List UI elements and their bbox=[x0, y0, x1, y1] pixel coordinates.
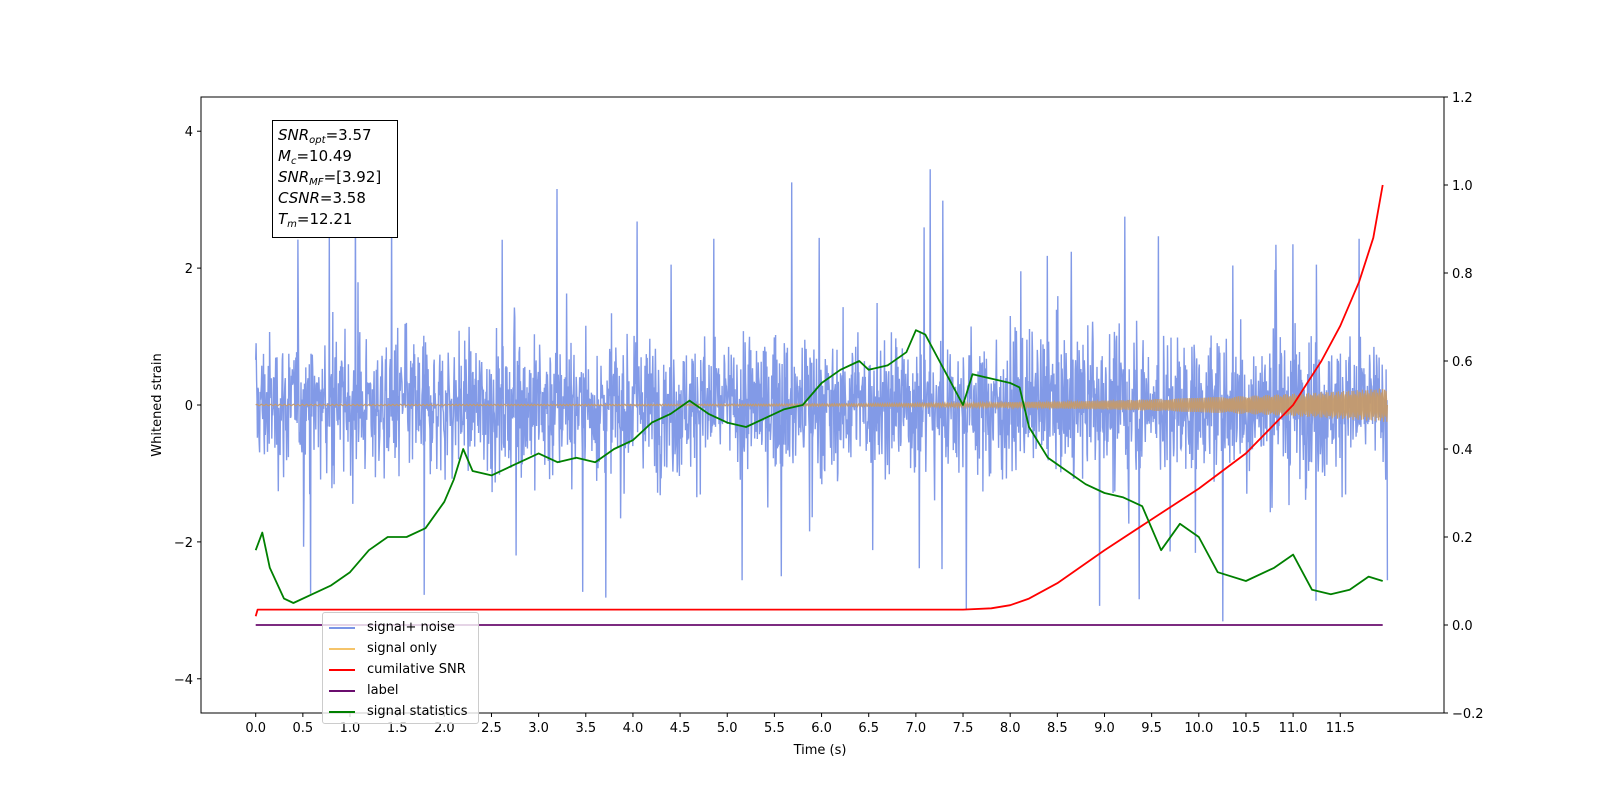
series-line-signal-only bbox=[255, 388, 1388, 422]
x-axis-ticks: 0.0 0.5 1.0 1.5 2.0 2.5 3.0 3.5 4.0 4.5 5.0 5.5 6.0 6… bbox=[245, 713, 1355, 736]
x-tick-label: 8.0 bbox=[1000, 721, 1021, 736]
x-tick-label: 1.0 bbox=[340, 721, 361, 736]
legend-swatch bbox=[329, 689, 355, 692]
x-tick-label: 9.5 bbox=[1141, 721, 1162, 736]
y2-tick-label: 0.0 bbox=[1452, 619, 1473, 634]
x-tick-label: 7.0 bbox=[906, 721, 927, 736]
y-tick-label: 4 bbox=[185, 125, 193, 140]
legend-swatch bbox=[329, 710, 355, 713]
legend-entry-signal-statistics: signal statistics bbox=[329, 701, 472, 722]
x-tick-label: 11.0 bbox=[1279, 721, 1308, 736]
y-axis-label: Whitened strain bbox=[150, 353, 165, 456]
y2-tick-label: 1.0 bbox=[1452, 179, 1473, 194]
x-tick-label: 8.5 bbox=[1047, 721, 1068, 736]
annotation-snr-opt: SNRopt=3.57 bbox=[278, 126, 372, 146]
annotation-chirp-mass: Mc=10.49 bbox=[278, 147, 352, 167]
series-signal-only bbox=[255, 388, 1388, 422]
x-tick-label: 5.0 bbox=[717, 721, 738, 736]
legend-label: signal only bbox=[367, 641, 438, 656]
y2-tick-label: 0.2 bbox=[1452, 531, 1473, 546]
x-tick-label: 10.5 bbox=[1231, 721, 1260, 736]
legend-label: cumilative SNR bbox=[367, 662, 466, 677]
x-tick-label: 0.5 bbox=[293, 721, 314, 736]
y-tick-label: −4 bbox=[174, 673, 193, 688]
x-tick-label: 3.5 bbox=[575, 721, 596, 736]
y2-tick-label: 1.2 bbox=[1452, 91, 1473, 106]
x-tick-label: 6.0 bbox=[811, 721, 832, 736]
series-line-cumulative-snr bbox=[254, 184, 1384, 617]
x-tick-label: 2.5 bbox=[481, 721, 502, 736]
legend-label: signal+ noise bbox=[367, 620, 456, 635]
y-tick-label: 2 bbox=[185, 262, 193, 277]
x-tick-label: 5.5 bbox=[764, 721, 785, 736]
y-axis-ticks: 4 2 0 −2 −4 bbox=[174, 125, 201, 688]
legend-swatch bbox=[329, 626, 355, 629]
annotation-csnr: CSNR=3.58 bbox=[278, 189, 366, 207]
legend-entry-signal-plus-noise: signal+ noise bbox=[329, 617, 472, 638]
y2-tick-label: 0.8 bbox=[1452, 267, 1473, 282]
legend-swatch bbox=[329, 647, 355, 650]
legend-swatch bbox=[329, 668, 355, 671]
y-tick-label: 0 bbox=[185, 399, 193, 414]
x-tick-label: 11.5 bbox=[1326, 721, 1355, 736]
legend-label: signal statistics bbox=[367, 704, 468, 719]
y-tick-label: −2 bbox=[174, 536, 193, 551]
x-tick-label: 9.0 bbox=[1094, 721, 1115, 736]
x-tick-label: 6.5 bbox=[858, 721, 879, 736]
legend-entry-signal-only: signal only bbox=[329, 638, 472, 659]
x-tick-label: 7.5 bbox=[953, 721, 974, 736]
x-tick-label: 3.0 bbox=[528, 721, 549, 736]
series-line-signal-statistics bbox=[254, 329, 1383, 604]
y2-tick-label: 0.4 bbox=[1452, 443, 1473, 458]
x-axis-label: Time (s) bbox=[793, 743, 847, 758]
legend-label: label bbox=[367, 683, 399, 698]
y2-tick-label: 0.6 bbox=[1452, 355, 1473, 370]
legend-entry-cumulative-snr: cumilative SNR bbox=[329, 659, 472, 680]
x-tick-label: 0.0 bbox=[245, 721, 266, 736]
x-tick-label: 4.0 bbox=[623, 721, 644, 736]
x-tick-label: 10.0 bbox=[1184, 721, 1213, 736]
x-tick-label: 4.5 bbox=[670, 721, 691, 736]
x-tick-label: 2.0 bbox=[434, 721, 455, 736]
annotation-box: SNRopt=3.57 Mc=10.49 SNRMF=[3.92] CSNR=3… bbox=[272, 120, 398, 238]
annotation-snr-mf: SNRMF=[3.92] bbox=[278, 168, 382, 188]
series-signal-plus-noise bbox=[255, 169, 1389, 622]
y2-axis-ticks: 1.2 1.0 0.8 0.6 0.4 0.2 0.0 −0.2 bbox=[1444, 91, 1484, 722]
y2-tick-label: −0.2 bbox=[1452, 707, 1484, 722]
series-line-signal-plus-noise bbox=[255, 169, 1389, 622]
x-tick-label: 1.5 bbox=[387, 721, 408, 736]
annotation-tm: Tm=12.21 bbox=[278, 210, 353, 230]
legend: signal+ noise signal only cumilative SNR… bbox=[322, 612, 479, 724]
legend-entry-label: label bbox=[329, 680, 472, 701]
